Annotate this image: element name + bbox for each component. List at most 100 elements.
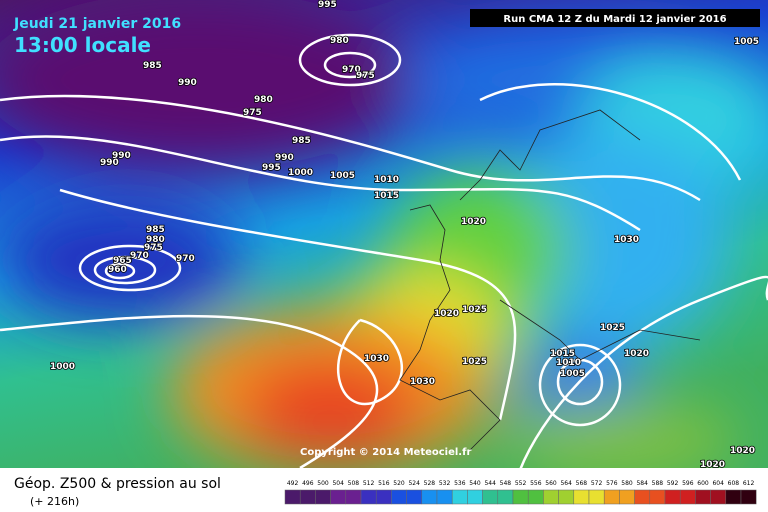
scale-swatch <box>710 489 727 505</box>
isobar-label: 1020 <box>700 460 725 470</box>
isobar-label: 990 <box>100 158 119 168</box>
scale-swatch <box>725 489 742 505</box>
isobar-label: 1020 <box>730 446 755 456</box>
scale-label: 516 <box>378 480 390 487</box>
scale-label: 552 <box>515 480 527 487</box>
scale-swatch <box>375 489 392 505</box>
isobar-label: 985 <box>146 225 165 235</box>
height-field <box>0 0 768 480</box>
scale-label: 548 <box>500 480 512 487</box>
isobars <box>0 33 768 471</box>
scale-swatch <box>330 489 347 505</box>
scale-label: 600 <box>697 480 709 487</box>
scale-label: 596 <box>682 480 694 487</box>
scale-label: 496 <box>302 480 314 487</box>
scale-label: 504 <box>332 480 344 487</box>
scale-label: 580 <box>621 480 633 487</box>
scale-swatch <box>482 489 499 505</box>
scale-swatch <box>695 489 711 505</box>
scale-swatch <box>406 489 423 505</box>
isobar-label: 995 <box>262 163 281 173</box>
isobar-label: 985 <box>143 61 162 71</box>
scale-swatch <box>558 489 575 505</box>
isobar-label: 995 <box>318 0 337 10</box>
isobar-label: 990 <box>275 153 294 163</box>
isobar-label: 990 <box>112 151 131 161</box>
isobar-labels: 9959809709759859909809751005990990985990… <box>49 0 760 471</box>
scale-swatch <box>679 489 696 505</box>
scale-label: 528 <box>424 480 436 487</box>
isobar-label: 960 <box>108 265 127 275</box>
scale-label: 576 <box>606 480 618 487</box>
coastlines <box>399 109 701 451</box>
isobar-label: 1005 <box>734 37 759 47</box>
isobar-label: 965 <box>113 256 132 266</box>
scale-label: 564 <box>560 480 572 487</box>
isobar-label: 1010 <box>374 175 399 185</box>
scale-swatch <box>512 489 529 505</box>
scale-swatch <box>634 489 651 505</box>
isobar-label: 975 <box>356 71 375 81</box>
scale-label: 544 <box>484 480 496 487</box>
scale-label: 524 <box>408 480 420 487</box>
scale-swatch <box>497 489 514 505</box>
isobar-label: 1025 <box>462 305 487 315</box>
scale-label: 608 <box>728 480 740 487</box>
scale-swatch <box>619 489 635 505</box>
isobar-label: 1020 <box>434 309 459 319</box>
scale-label: 508 <box>348 480 360 487</box>
isobar-label: 975 <box>144 243 163 253</box>
scale-label: 492 <box>287 480 299 487</box>
isobar-label: 1020 <box>624 349 649 359</box>
scale-swatch <box>436 489 453 505</box>
scale-swatch <box>315 489 331 505</box>
isobar-label: 980 <box>254 95 273 105</box>
isobar-label: 970 <box>342 65 361 75</box>
footer-title: Géop. Z500 & pression au sol <box>14 476 221 492</box>
scale-swatch <box>299 489 316 505</box>
scale-swatch <box>284 489 301 505</box>
isobar-label: 980 <box>146 235 165 245</box>
color-scale: 492 496 500 504 508 512 516 520 524 528 532 536 540 5… <box>284 480 757 505</box>
isobar-label: 1010 <box>556 358 581 368</box>
isobar-label: 990 <box>178 78 197 88</box>
scale-label: 500 <box>317 480 329 487</box>
scale-swatch <box>543 489 559 505</box>
scale-swatch <box>740 489 757 505</box>
isobar-label: 1000 <box>50 362 75 372</box>
valid-time: 13:00 locale <box>14 33 151 57</box>
scale-swatch <box>451 489 468 505</box>
isobar-label: 970 <box>130 251 149 261</box>
scale-label: 540 <box>469 480 481 487</box>
scale-swatch <box>573 489 590 505</box>
scale-label: 520 <box>393 480 405 487</box>
scale-swatch <box>664 489 681 505</box>
isobar-label: 1025 <box>600 323 625 333</box>
isobar-label: 1030 <box>410 377 435 387</box>
isobar-label: 1000 <box>288 168 313 178</box>
forecast-lead: (+ 216h) <box>30 495 79 508</box>
scale-label: 604 <box>712 480 724 487</box>
isobar-label: 1015 <box>374 191 399 201</box>
scale-label: 592 <box>667 480 679 487</box>
scale-label: 584 <box>636 480 648 487</box>
isobar-label: 1005 <box>330 171 355 181</box>
scale-label: 588 <box>652 480 664 487</box>
isobar-label: 1030 <box>614 235 639 245</box>
scale-swatch <box>391 489 407 505</box>
scale-swatch <box>467 489 483 505</box>
isobar-label: 970 <box>176 254 195 264</box>
scale-swatch <box>603 489 620 505</box>
isobar-label: 980 <box>330 36 349 46</box>
scale-label: 612 <box>743 480 755 487</box>
run-info: Run CMA 12 Z du Mardi 12 janvier 2016 <box>503 14 726 25</box>
isobar-label: 1020 <box>461 217 486 227</box>
isobar-label: 975 <box>243 108 262 118</box>
isobar-label: 1025 <box>462 357 487 367</box>
scale-swatch <box>649 489 666 505</box>
scale-label: 556 <box>530 480 542 487</box>
scale-swatch <box>421 489 438 505</box>
scale-swatch <box>345 489 362 505</box>
